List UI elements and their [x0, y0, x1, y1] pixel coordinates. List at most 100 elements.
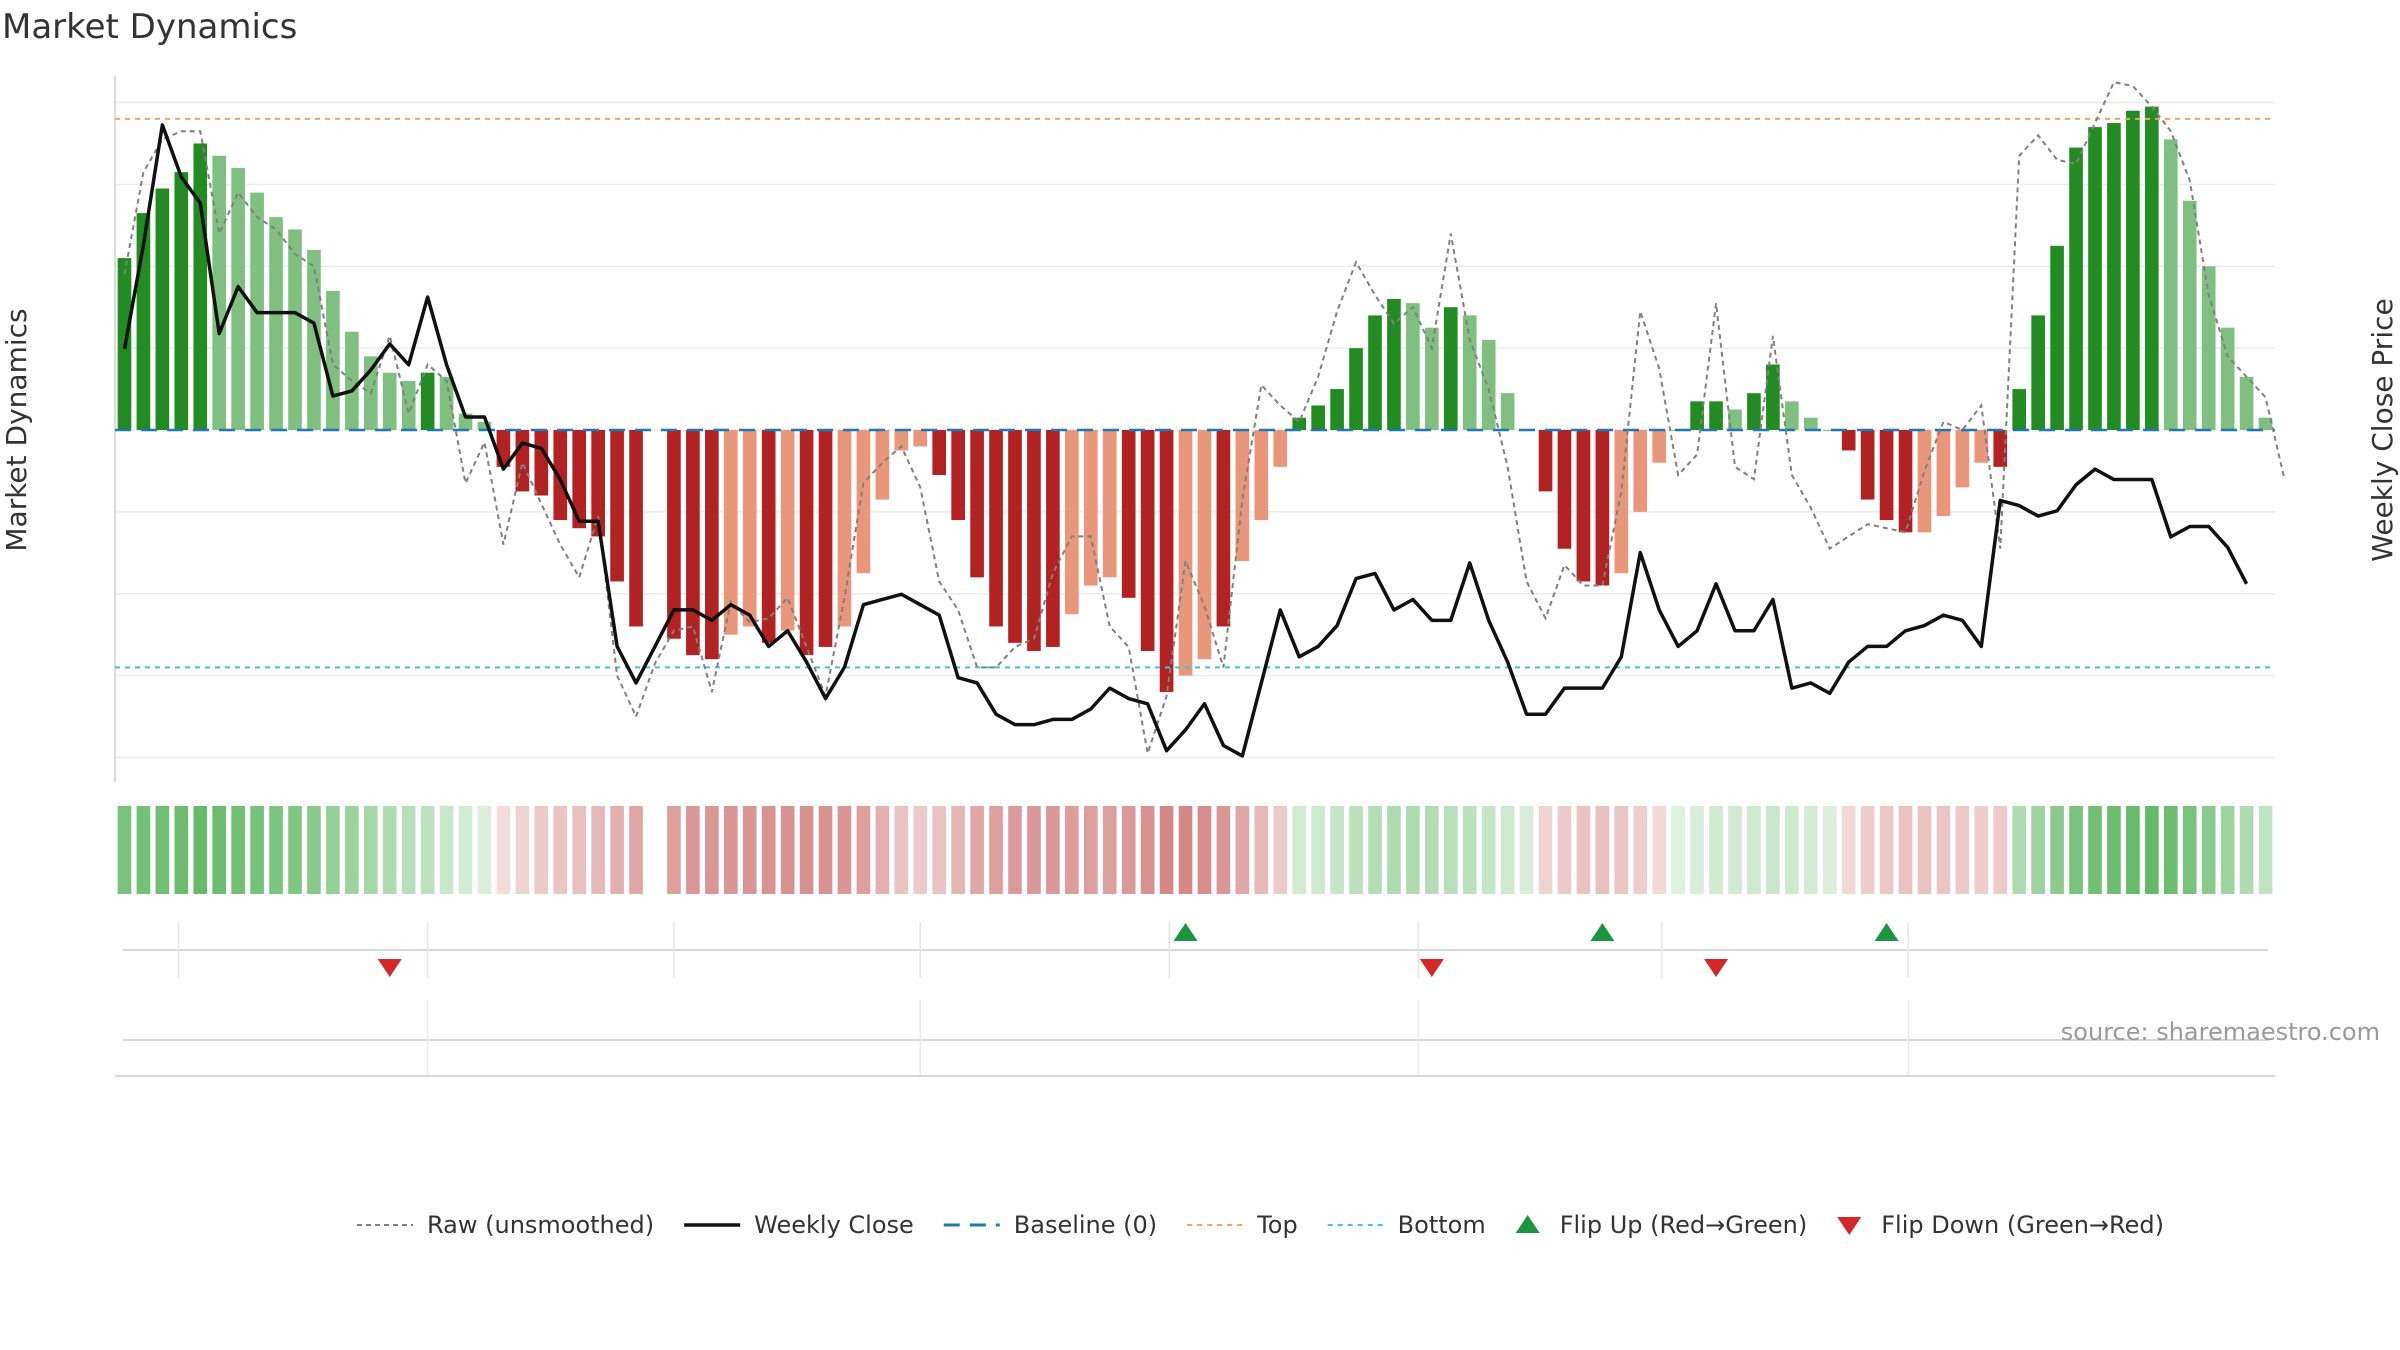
strip-cell — [1519, 806, 1534, 894]
strip-cell — [288, 806, 302, 894]
bar — [2069, 147, 2083, 430]
bar — [1027, 430, 1041, 652]
bar — [2126, 110, 2140, 430]
strip-cell — [932, 806, 947, 894]
strip-cell — [269, 806, 283, 894]
flip-markers-panel — [123, 922, 2268, 978]
strip-cell — [515, 806, 530, 894]
bar — [1557, 430, 1572, 549]
bar — [1728, 409, 1742, 430]
strip-cell — [1652, 806, 1667, 894]
strip-cell — [1690, 806, 1704, 894]
strip-cell — [1766, 806, 1780, 894]
strip-cell — [629, 806, 643, 894]
strip-cell — [1178, 806, 1193, 894]
strip-cell — [1860, 806, 1875, 894]
bar — [1879, 430, 1894, 521]
bar — [1766, 364, 1780, 430]
bar — [2258, 417, 2273, 430]
strip-cell — [439, 806, 454, 894]
chart-title: Market Dynamics — [2, 7, 297, 47]
bar — [1955, 430, 1970, 488]
strip-cell — [1917, 806, 1932, 894]
bar — [1690, 401, 1704, 430]
strip-cell — [951, 806, 965, 894]
bar — [875, 430, 890, 500]
bar — [174, 172, 189, 431]
bar — [894, 430, 909, 451]
bar — [1936, 430, 1951, 516]
strip-cell — [345, 806, 359, 894]
flip-up-marker — [1874, 923, 1899, 941]
strip-cell — [2031, 806, 2045, 894]
strip-cell — [856, 806, 871, 894]
strip-cell — [1974, 806, 1989, 894]
weekly-close-line — [122, 123, 2249, 758]
strip-cell — [723, 806, 738, 894]
strip-cell — [2201, 806, 2216, 894]
strip-cell — [1709, 806, 1723, 894]
bar — [382, 372, 397, 430]
strip-cell — [913, 806, 928, 894]
bar — [2012, 389, 2027, 430]
bar — [1311, 405, 1325, 430]
strip-cell — [1235, 806, 1250, 894]
strip-cell — [1481, 806, 1496, 894]
bar — [799, 430, 814, 656]
strip-cell — [1443, 806, 1458, 894]
bar — [2163, 139, 2178, 430]
bar — [1159, 430, 1174, 692]
strip-cell — [2012, 806, 2027, 894]
bar — [1576, 430, 1591, 582]
strip-cell — [686, 806, 700, 894]
bar — [155, 188, 170, 430]
strip-cell — [1159, 806, 1174, 894]
strip-cell — [1406, 806, 1420, 894]
strip-cell — [1993, 806, 2008, 894]
legend-label: Flip Up (Red→Green) — [1560, 1211, 1808, 1239]
bar — [1121, 430, 1136, 598]
bar — [1292, 417, 1307, 430]
bar — [1652, 430, 1667, 463]
bar — [1406, 303, 1420, 430]
bar — [1216, 430, 1231, 627]
legend-swatch — [1515, 1215, 1540, 1233]
bar — [288, 229, 302, 430]
bar — [1046, 430, 1060, 647]
bar — [1898, 430, 1913, 533]
strip-cell — [894, 806, 909, 894]
flip-down-marker — [1704, 959, 1729, 977]
strip-cell — [1027, 806, 1041, 894]
bar — [1008, 430, 1022, 643]
strip-cell — [1879, 806, 1894, 894]
bar — [2239, 376, 2254, 430]
bar — [970, 430, 984, 578]
strip-cell — [2069, 806, 2083, 894]
strip-cell — [553, 806, 568, 894]
bar — [1065, 430, 1079, 615]
bar — [1595, 430, 1610, 586]
strip-cell — [1292, 806, 1307, 894]
source-text: source: sharemaestro.com — [2061, 1018, 2380, 1046]
strip-cell — [1008, 806, 1022, 894]
flip-down-marker — [377, 959, 402, 977]
strip-cell — [818, 806, 833, 894]
strip-cell — [1197, 806, 1212, 894]
strip-cell — [780, 806, 795, 894]
bar — [1443, 307, 1458, 430]
bar — [477, 421, 492, 430]
strip-cell — [2088, 806, 2102, 894]
bar — [780, 430, 795, 631]
bar — [572, 430, 587, 529]
bar — [2107, 123, 2121, 430]
strip-cell — [2107, 806, 2121, 894]
legend: Raw (unsmoothed) Weekly Close Baseline (0)… — [357, 1211, 2164, 1239]
bar — [932, 430, 947, 476]
bar — [1425, 327, 1439, 430]
bar — [1197, 430, 1212, 660]
bar — [2050, 245, 2064, 430]
weekly-close-series-line — [122, 123, 2249, 758]
strip-cell — [1633, 806, 1648, 894]
bar — [2145, 106, 2159, 431]
